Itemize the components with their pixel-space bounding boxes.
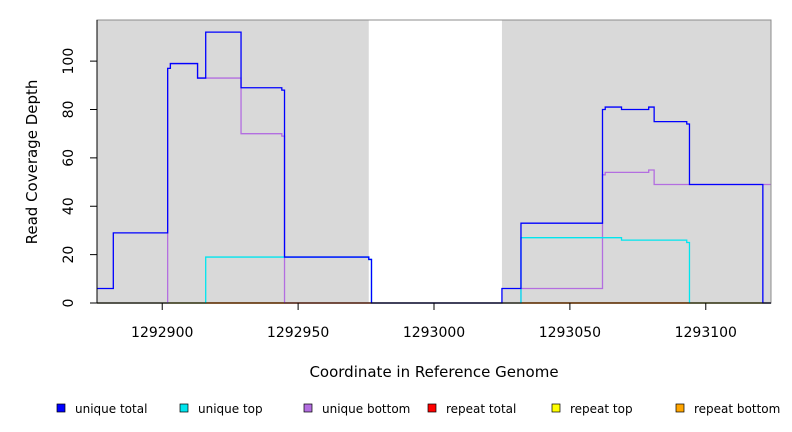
shaded-region-1 xyxy=(97,20,369,303)
y-tick-label: 0 xyxy=(61,299,77,308)
x-tick-label: 1293050 xyxy=(539,325,601,341)
legend-label: repeat bottom xyxy=(694,402,780,416)
y-tick-label: 100 xyxy=(61,48,77,75)
legend-swatch xyxy=(56,403,66,413)
legend-label: repeat total xyxy=(446,402,516,416)
legend: unique total unique top unique bottom repea… xyxy=(56,402,780,416)
y-axis: 0 20 40 60 80 100 xyxy=(61,20,98,308)
legend-swatch xyxy=(427,403,437,413)
y-tick-label: 40 xyxy=(61,197,77,215)
x-tick-label: 1292950 xyxy=(267,325,329,341)
shaded-regions xyxy=(97,20,771,303)
legend-swatch xyxy=(179,403,189,413)
x-axis-title: Coordinate in Reference Genome xyxy=(309,363,558,381)
x-tick-label: 1293000 xyxy=(403,325,465,341)
shaded-region-2 xyxy=(501,20,771,303)
legend-label: unique total xyxy=(75,402,147,416)
x-tick-label: 1293100 xyxy=(675,325,737,341)
y-tick-label: 80 xyxy=(61,101,77,119)
x-axis: 1292900 1292950 1293000 1293050 1293100 xyxy=(97,302,771,341)
y-tick-label: 20 xyxy=(61,246,77,264)
y-axis-title: Read Coverage Depth xyxy=(23,80,41,245)
y-tick-label: 60 xyxy=(61,149,77,167)
legend-swatch xyxy=(551,403,561,413)
legend-swatch xyxy=(303,403,313,413)
legend-label: unique top xyxy=(198,402,263,416)
legend-label: unique bottom xyxy=(322,402,410,416)
x-tick-label: 1292900 xyxy=(131,325,193,341)
legend-label: repeat top xyxy=(570,402,633,416)
legend-swatch xyxy=(675,403,685,413)
